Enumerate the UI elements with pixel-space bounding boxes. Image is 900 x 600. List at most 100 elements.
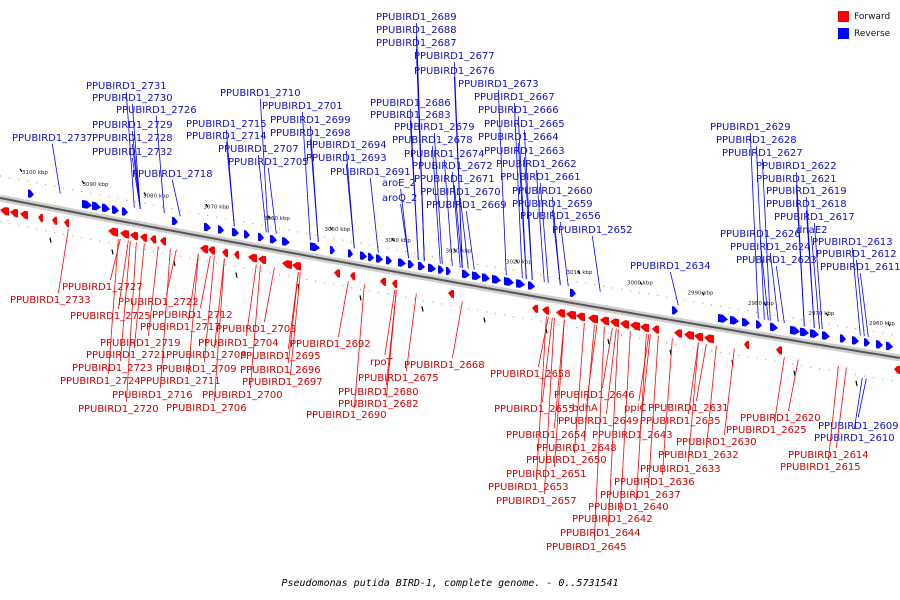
reverse-gene-label: PPUBIRD1_2617 — [774, 212, 855, 223]
reverse-gene-arrow — [348, 249, 353, 258]
forward-gene-label: PPUBIRD1_2723 — [72, 363, 153, 374]
scale-tick-label: 2970 kbp — [809, 311, 835, 317]
forward-leader-line — [125, 242, 137, 403]
forward-gene-label: PPUBIRD1_2636 — [614, 477, 695, 488]
reverse-gene-arrow — [790, 325, 800, 335]
track-tick — [143, 192, 147, 196]
reverse-gene-arrow — [92, 201, 101, 211]
forward-gene-arrow — [52, 216, 57, 225]
reverse-leader-line — [805, 209, 815, 328]
forward-gene-label: PPUBIRD1_2657 — [496, 496, 577, 507]
forward-gene-label: PPUBIRD1_2654 — [506, 430, 587, 441]
forward-gene-arrow — [130, 231, 138, 241]
reverse-gene-arrow — [282, 237, 290, 246]
reverse-gene-label: dnaE2 — [796, 225, 828, 236]
forward-leader-line — [385, 289, 397, 398]
forward-gene-label: PPUBIRD1_2717 — [140, 322, 221, 333]
forward-leader-line — [287, 272, 299, 364]
reverse-leader-line — [51, 143, 61, 194]
forward-gene-label: PPUBIRD1_2655 — [494, 404, 575, 415]
reverse-gene-label: PPUBIRD1_2652 — [552, 225, 633, 236]
forward-leader-line — [705, 345, 717, 449]
reverse-gene-arrow — [876, 340, 883, 349]
forward-leader-line — [661, 338, 673, 476]
forward-leader-line — [647, 335, 659, 489]
reverse-leader-line — [125, 91, 135, 208]
forward-leader-line — [687, 342, 699, 415]
reverse-leader-line — [811, 235, 820, 329]
reverse-leader-line — [465, 210, 475, 270]
forward-leader-line — [773, 356, 785, 424]
forward-gene-arrow — [222, 248, 228, 258]
legend-forward: Forward — [838, 8, 890, 25]
forward-gene-label: PPUBIRD1_2651 — [506, 469, 587, 480]
genome-title: Pseudomonas putida BIRD-1, complete geno… — [281, 578, 619, 589]
reverse-leader-line — [559, 221, 569, 287]
reverse-gene-label: PPUBIRD1_2689 — [376, 12, 457, 23]
reverse-gene-arrow — [672, 306, 678, 315]
track-tick — [577, 270, 581, 275]
forward-leader-line — [695, 343, 707, 402]
reverse-gene-label: PPUBIRD1_2627 — [722, 148, 803, 159]
forward-gene-arrow — [380, 277, 386, 287]
reverse-gene-label: PPUBIRD1_2677 — [414, 51, 495, 62]
forward-gene-arrow — [630, 321, 640, 331]
forward-gene-label: PPUBIRD1_2708 — [166, 350, 247, 361]
forward-leader-line — [245, 264, 257, 337]
reverse-gene-label: PPUBIRD1_2732 — [92, 147, 173, 158]
forward-gene-arrow — [566, 310, 576, 320]
scale-tick-label: 2960 kbp — [869, 321, 895, 327]
forward-gene-arrow — [292, 261, 301, 271]
reverse-gene-label: PPUBIRD1_2737 — [12, 133, 93, 144]
forward-leader-line — [117, 240, 129, 310]
reverse-gene-label: PPUBIRD1_2683 — [370, 110, 451, 121]
reverse-gene-arrow — [742, 317, 750, 327]
forward-leader-line — [601, 327, 613, 389]
forward-gene-label: PPUBIRD1_2650 — [526, 455, 607, 466]
track-tick — [763, 302, 767, 306]
reverse-leader-line — [443, 159, 453, 266]
forward-gene-label: rpoT — [370, 357, 394, 368]
reverse-leader-line — [761, 158, 771, 321]
forward-leader-line — [541, 317, 553, 403]
reverse-leader-line — [257, 154, 267, 233]
reverse-leader-line — [813, 222, 823, 330]
forward-gene-arrow — [588, 314, 598, 324]
reverse-gene-arrow — [204, 222, 211, 232]
forward-leader-line — [827, 365, 839, 461]
reverse-gene-label: PPUBIRD1_2613 — [812, 237, 893, 248]
reverse-leader-line — [795, 184, 805, 327]
forward-gene-label: PPUBIRD1_2648 — [536, 443, 617, 454]
forward-gene-label: PPUBIRD1_2680 — [338, 387, 419, 398]
reverse-gene-label: PPUBIRD1_2656 — [520, 211, 601, 222]
forward-gene-arrow — [620, 320, 629, 329]
reverse-gene-label: PPUBIRD1_2612 — [816, 249, 897, 260]
reverse-gene-arrow — [492, 274, 501, 284]
reverse-gene-label: PPUBIRD1_2686 — [370, 98, 451, 109]
reverse-leader-line — [415, 48, 425, 261]
reverse-leader-line — [453, 184, 463, 268]
reverse-gene-label: PPUBIRD1_2715 — [186, 119, 267, 130]
track-tick — [81, 180, 85, 185]
forward-gene-arrow — [38, 213, 43, 223]
forward-leader-line — [583, 324, 595, 442]
track-tick — [205, 203, 209, 208]
reverse-gene-arrow — [172, 216, 178, 226]
reverse-gene-arrow — [28, 189, 34, 198]
scale-tick-label: 3020 kbp — [506, 259, 532, 265]
forward-gene-label: PPUBIRD1_2703 — [216, 324, 297, 335]
forward-gene-arrow — [0, 207, 9, 216]
forward-gene-label: PPUBIRD1_2633 — [640, 464, 721, 475]
forward-gene-label: PPUBIRD1_2632 — [658, 450, 739, 461]
forward-gene-label: PPUBIRD1_2646 — [554, 390, 635, 401]
track-tick — [421, 306, 424, 312]
reverse-gene-arrow — [446, 266, 451, 276]
reverse-gene-arrow — [800, 327, 809, 337]
reverse-leader-line — [155, 115, 165, 214]
reverse-leader-line — [591, 235, 601, 292]
forward-leader-line — [535, 316, 547, 481]
forward-gene-label: bdhA — [572, 403, 598, 414]
reverse-leader-line — [225, 141, 235, 227]
forward-gene-arrow — [64, 218, 69, 228]
reverse-gene-label: PPUBIRD1_2664 — [478, 132, 559, 143]
